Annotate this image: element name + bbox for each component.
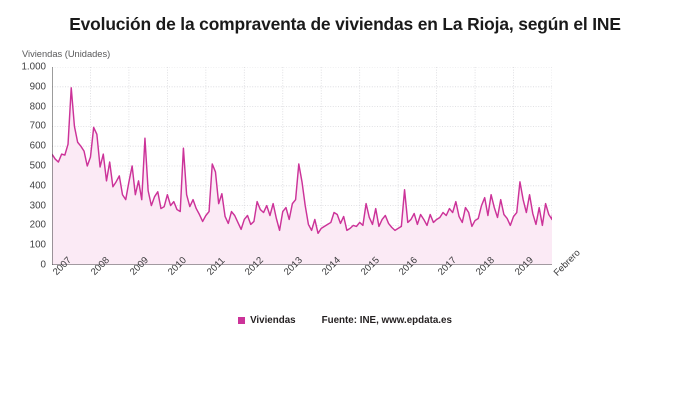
y-axis-tick-label: 0 (40, 259, 46, 271)
y-axis-tick-label: 100 (29, 239, 46, 251)
page-title: Evolución de la compraventa de viviendas… (69, 14, 621, 34)
y-axis-tick-label: 700 (29, 120, 46, 132)
legend-swatch-icon (238, 317, 246, 324)
y-axis-tick-label: 1.000 (21, 61, 46, 73)
x-axis-tick-label: Febrero (551, 246, 582, 278)
line-chart-svg (52, 67, 552, 265)
y-axis-tick-label: 800 (29, 101, 46, 113)
y-axis-tick-label: 400 (29, 180, 46, 192)
plot-area (52, 67, 552, 265)
y-axis-labels: 1.000 900 800 700 600 500 400 300 200 100 0 (0, 62, 46, 271)
y-axis-tick-label: 600 (29, 140, 46, 152)
y-axis-tick-label: 500 (29, 160, 46, 172)
y-axis-tick-label: 200 (29, 219, 46, 231)
y-axis-tick-label: 300 (29, 200, 46, 212)
chart-legend: Viviendas Fuente: INE, www.epdata.es (0, 315, 690, 326)
y-axis-caption: Viviendas (Unidades) (22, 49, 111, 59)
legend-item-viviendas: Viviendas (238, 315, 296, 326)
source-note: Fuente: INE, www.epdata.es (321, 315, 452, 326)
y-axis-tick-label: 900 (29, 81, 46, 93)
legend-label-viviendas: Viviendas (250, 315, 296, 326)
